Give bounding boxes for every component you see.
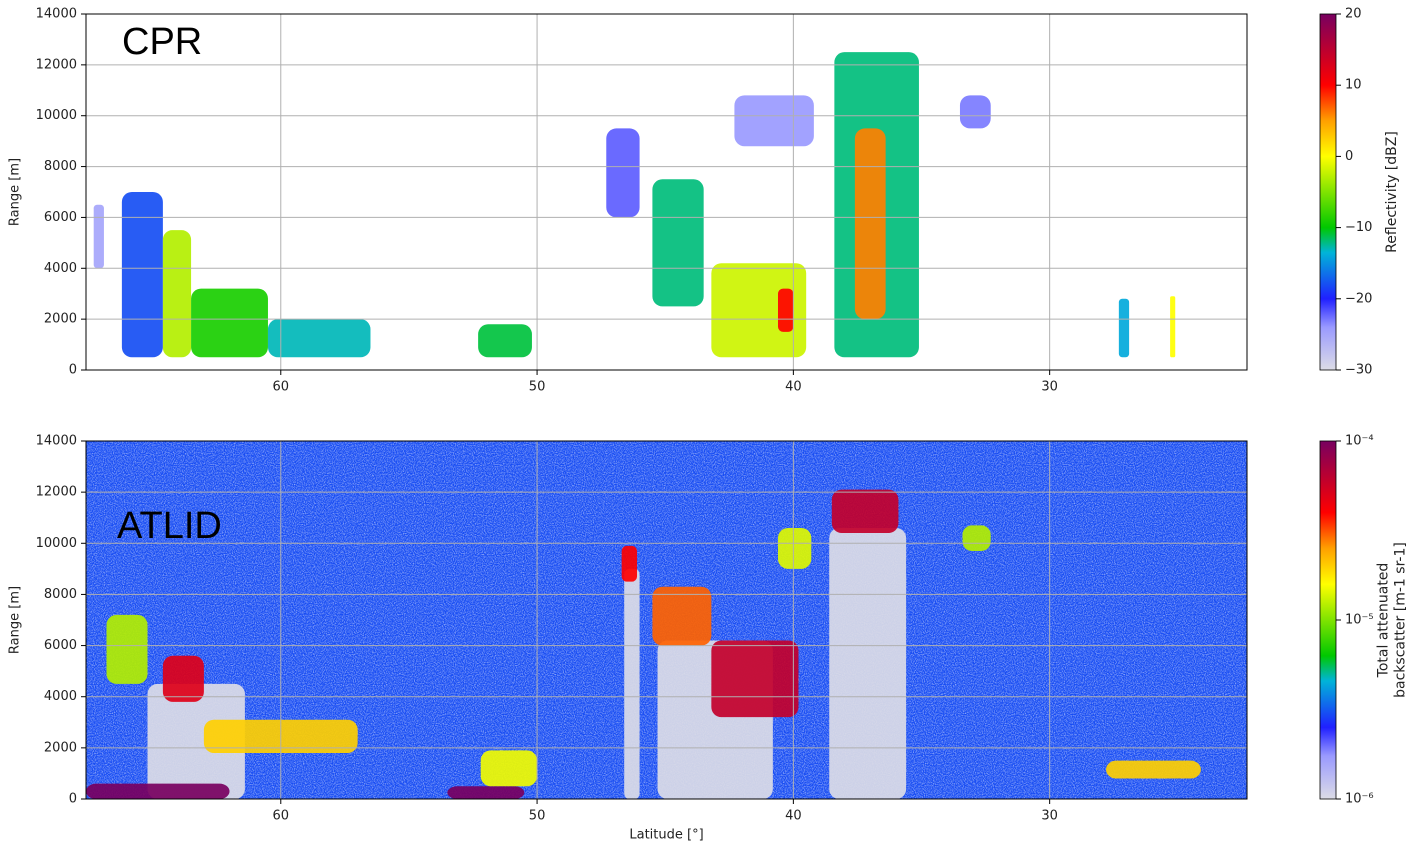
data-cell [711, 640, 799, 718]
data-cell [962, 525, 991, 551]
plot-frame [85, 13, 1248, 371]
y-tick-label: 14000 [36, 7, 77, 22]
y-tick-label: 6000 [44, 638, 77, 653]
data-cell [652, 586, 712, 646]
data-cell [1118, 298, 1130, 358]
colorbar-tick-label: −30 [1345, 363, 1372, 378]
data-cell [652, 179, 704, 307]
data-cell [854, 128, 886, 320]
y-tick-label: 12000 [36, 485, 77, 500]
x-tick-label: 50 [529, 380, 546, 395]
x-tick-label: 30 [1041, 380, 1058, 395]
colorbar-tick-label: 10⁻⁶ [1345, 792, 1374, 807]
data-cell [831, 489, 899, 534]
y-axis-label: Range [m] [8, 158, 23, 226]
panel-title: CPR [122, 21, 202, 63]
y-tick-label: 8000 [44, 159, 77, 174]
y-tick-label: 12000 [36, 57, 77, 72]
x-tick-label: 50 [529, 809, 546, 824]
y-tick-label: 2000 [44, 312, 77, 327]
data-cell [829, 527, 907, 799]
plot-area [86, 441, 1247, 799]
colorbar-tick-label: 10⁻⁵ [1345, 613, 1374, 628]
data-cell [86, 783, 230, 799]
y-tick-label: 0 [69, 363, 77, 378]
data-cell [447, 786, 525, 799]
colorbar-label: Reflectivity [dBZ] [1384, 131, 1400, 253]
y-tick-label: 2000 [44, 740, 77, 755]
y-tick-label: 10000 [36, 536, 77, 551]
data-cell [162, 655, 204, 702]
data-cell [959, 95, 991, 129]
y-tick-label: 8000 [44, 587, 77, 602]
data-cell [777, 288, 794, 332]
data-cell [734, 95, 814, 147]
colorbar-tick-label: 0 [1345, 149, 1353, 164]
x-tick-label: 60 [273, 809, 290, 824]
data-cell [106, 614, 148, 684]
data-cell [1170, 296, 1176, 358]
y-tick-label: 10000 [36, 108, 77, 123]
colorbar-label: backscatter [m-1 sr-1] [1393, 542, 1409, 698]
colorbar [1319, 440, 1337, 800]
x-tick-label: 30 [1041, 809, 1058, 824]
x-tick-label: 40 [785, 809, 802, 824]
data-cell [624, 568, 640, 799]
y-tick-label: 4000 [44, 261, 77, 276]
data-cell [93, 204, 104, 269]
data-cell [711, 263, 807, 358]
data-cell [162, 230, 192, 358]
data-cell [121, 192, 163, 358]
y-tick-label: 0 [69, 792, 77, 807]
colorbar-tick-label: 10 [1345, 78, 1362, 93]
panel-title: ATLID [117, 505, 222, 547]
y-tick-label: 6000 [44, 210, 77, 225]
colorbar-tick-label: 10⁻⁴ [1345, 434, 1374, 449]
plot-area [93, 52, 1176, 358]
y-axis-label: Range [m] [8, 586, 23, 654]
x-axis-label: Latitude [°] [629, 828, 703, 843]
colorbar-label: Total attenuated [1376, 563, 1392, 679]
data-cell [147, 683, 245, 799]
data-cell [621, 545, 638, 582]
data-cell [478, 324, 532, 358]
x-tick-label: 40 [785, 380, 802, 395]
plot-frame [85, 440, 1248, 800]
colorbar-tick-label: 20 [1345, 7, 1362, 22]
colorbar-tick-label: −10 [1345, 220, 1372, 235]
data-cell [777, 527, 812, 569]
y-tick-label: 14000 [36, 434, 77, 449]
data-cell [1106, 760, 1201, 779]
y-tick-label: 4000 [44, 689, 77, 704]
data-cell [480, 750, 538, 787]
data-cell [267, 319, 371, 358]
data-cell [191, 288, 268, 358]
x-tick-label: 60 [273, 380, 290, 395]
data-cell [606, 128, 640, 218]
colorbar [1319, 13, 1337, 371]
colorbar-tick-label: −20 [1345, 291, 1372, 306]
